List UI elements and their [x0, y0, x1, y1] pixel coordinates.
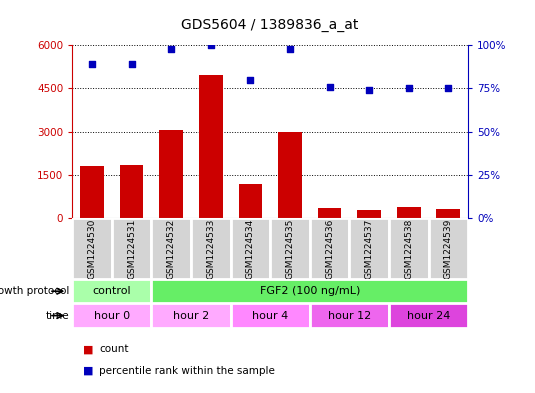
Text: GSM1224533: GSM1224533 — [207, 219, 215, 279]
Text: GSM1224539: GSM1224539 — [444, 219, 453, 279]
Bar — [151, 303, 231, 328]
Bar — [72, 279, 151, 303]
Point — [286, 46, 294, 52]
Bar — [349, 218, 389, 279]
Bar — [112, 218, 151, 279]
Text: GSM1224531: GSM1224531 — [127, 219, 136, 279]
Point — [207, 42, 215, 48]
Text: GSM1224530: GSM1224530 — [88, 219, 96, 279]
Bar — [159, 130, 183, 218]
Text: hour 2: hour 2 — [173, 310, 209, 321]
Bar — [270, 218, 310, 279]
Bar — [231, 303, 310, 328]
Text: hour 24: hour 24 — [407, 310, 450, 321]
Bar — [151, 279, 468, 303]
Bar — [72, 218, 112, 279]
Text: hour 12: hour 12 — [328, 310, 371, 321]
Text: ■: ■ — [83, 344, 94, 354]
Text: growth protocol: growth protocol — [0, 286, 70, 296]
Point — [88, 61, 96, 67]
Text: count: count — [99, 344, 128, 354]
Bar — [310, 303, 389, 328]
Bar — [80, 166, 104, 218]
Point — [325, 84, 334, 90]
Point — [246, 77, 255, 83]
Point — [404, 85, 413, 92]
Bar — [310, 218, 349, 279]
Bar — [318, 208, 341, 218]
Bar — [239, 184, 262, 218]
Text: GDS5604 / 1389836_a_at: GDS5604 / 1389836_a_at — [181, 18, 359, 32]
Bar — [199, 75, 223, 218]
Bar — [389, 218, 429, 279]
Bar — [191, 218, 231, 279]
Text: hour 4: hour 4 — [252, 310, 288, 321]
Bar — [397, 208, 421, 218]
Point — [167, 46, 175, 52]
Bar — [278, 132, 302, 218]
Text: GSM1224537: GSM1224537 — [365, 219, 373, 279]
Bar — [389, 303, 468, 328]
Text: GSM1224536: GSM1224536 — [325, 219, 334, 279]
Bar — [72, 303, 151, 328]
Bar — [231, 218, 270, 279]
Text: FGF2 (100 ng/mL): FGF2 (100 ng/mL) — [259, 286, 360, 296]
Bar — [357, 210, 381, 218]
Text: hour 0: hour 0 — [94, 310, 130, 321]
Text: GSM1224538: GSM1224538 — [404, 219, 413, 279]
Bar — [429, 218, 468, 279]
Bar — [437, 209, 460, 218]
Text: percentile rank within the sample: percentile rank within the sample — [99, 366, 275, 376]
Bar — [120, 165, 143, 218]
Text: GSM1224532: GSM1224532 — [167, 219, 175, 279]
Text: time: time — [46, 310, 70, 321]
Text: GSM1224534: GSM1224534 — [246, 219, 255, 279]
Point — [365, 87, 373, 93]
Text: control: control — [93, 286, 131, 296]
Point — [127, 61, 136, 67]
Text: GSM1224535: GSM1224535 — [286, 219, 294, 279]
Point — [444, 85, 453, 92]
Bar — [151, 218, 191, 279]
Text: ■: ■ — [83, 366, 94, 376]
